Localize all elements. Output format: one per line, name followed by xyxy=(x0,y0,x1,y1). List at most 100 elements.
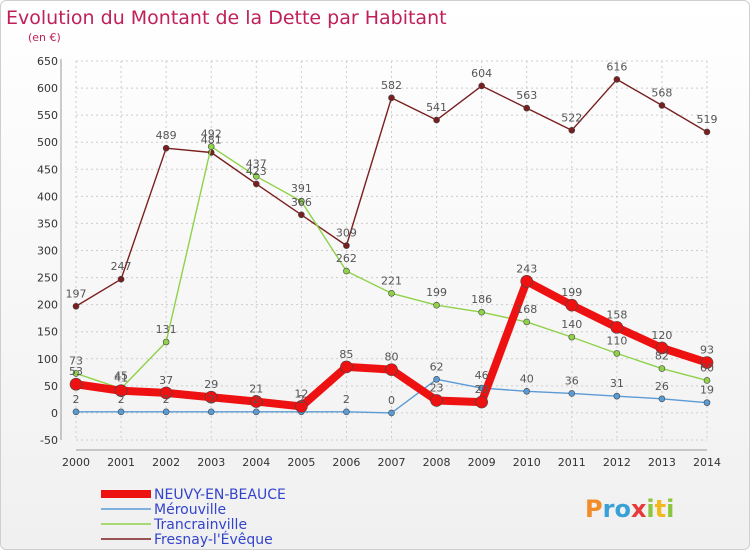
series-point xyxy=(117,275,125,283)
data-label: 93 xyxy=(700,344,714,357)
series-point xyxy=(117,408,125,416)
y-tick-label: 200 xyxy=(37,299,58,312)
data-label: 168 xyxy=(516,303,537,316)
series-point xyxy=(343,242,350,249)
series-point xyxy=(433,376,440,383)
data-label: 541 xyxy=(426,101,447,114)
data-label: 20 xyxy=(475,383,489,396)
data-label: 262 xyxy=(336,252,357,265)
legend-label: Trancrainville xyxy=(153,517,247,533)
data-label: 41 xyxy=(114,372,128,385)
x-tick-label: 2002 xyxy=(152,456,180,469)
data-label: 423 xyxy=(246,165,267,178)
series-point xyxy=(703,399,711,406)
data-label: 37 xyxy=(159,374,173,387)
data-label: 29 xyxy=(204,378,218,391)
series-point xyxy=(658,365,666,372)
y-tick-label: 300 xyxy=(37,245,58,258)
y-tick-label: 50 xyxy=(44,380,58,393)
series-point xyxy=(249,395,263,408)
data-label: 23 xyxy=(430,381,444,394)
data-label: 247 xyxy=(111,260,132,273)
data-label: 604 xyxy=(471,67,492,80)
data-label: 36 xyxy=(565,374,579,387)
series-point xyxy=(207,408,215,416)
series-point xyxy=(343,267,350,275)
data-label: 2 xyxy=(163,393,170,406)
series-point xyxy=(478,308,485,316)
series-point xyxy=(385,363,398,376)
legend-label: NEUVY-EN-BEAUCE xyxy=(154,487,286,503)
data-label: 158 xyxy=(606,308,627,321)
data-label: 120 xyxy=(651,329,672,342)
data-label: 519 xyxy=(697,113,718,126)
data-label: 437 xyxy=(246,157,267,170)
data-label: 110 xyxy=(606,334,627,347)
series-point xyxy=(252,173,260,180)
data-label: 2 xyxy=(253,393,260,406)
proxiti-logo: Proxiti xyxy=(585,495,674,523)
series-point xyxy=(613,392,621,400)
series-point xyxy=(655,341,669,355)
series-point xyxy=(162,408,170,416)
y-tick-label: 100 xyxy=(37,353,58,366)
data-label: 582 xyxy=(381,79,402,92)
y-tick-label: 650 xyxy=(37,55,58,68)
series-point xyxy=(703,128,711,136)
series-point xyxy=(430,394,443,407)
series-point xyxy=(610,321,624,334)
data-label: 12 xyxy=(294,387,308,400)
data-label: 186 xyxy=(471,293,492,306)
y-tick-label: 0 xyxy=(51,407,58,420)
data-label: 2 xyxy=(298,393,305,406)
data-label: 31 xyxy=(610,377,624,390)
y-tick-label: -50 xyxy=(40,434,58,447)
data-label: 199 xyxy=(426,286,447,299)
x-tick-label: 2000 xyxy=(62,456,90,469)
data-label: 45 xyxy=(114,370,128,383)
y-tick-label: 350 xyxy=(37,217,58,230)
x-tick-label: 2009 xyxy=(468,456,496,469)
data-labels: 197 247 489 481 423 366 309 582 541 604 563 522 616 5… xyxy=(66,60,718,407)
series-point xyxy=(162,338,170,346)
series-point xyxy=(520,275,534,288)
grid xyxy=(75,60,708,441)
data-label: 21 xyxy=(249,383,263,396)
series-point xyxy=(204,390,218,404)
data-label: 62 xyxy=(430,360,444,373)
series-point xyxy=(658,395,666,403)
data-label: 0 xyxy=(388,394,395,407)
x-tick-label: 2004 xyxy=(242,456,270,469)
series-point xyxy=(252,408,260,416)
series-point xyxy=(565,298,579,312)
data-label: 199 xyxy=(561,286,582,299)
data-label: 221 xyxy=(381,274,402,287)
series-point xyxy=(478,82,485,90)
data-label: 2 xyxy=(118,393,125,406)
series-point xyxy=(162,144,170,152)
x-tick-label: 2005 xyxy=(287,456,315,469)
x-tick-label: 2001 xyxy=(107,456,135,469)
data-label: 2 xyxy=(73,393,80,406)
series-point xyxy=(72,302,80,310)
series-point xyxy=(207,143,215,150)
data-label: 85 xyxy=(339,348,353,361)
series-point xyxy=(568,127,576,134)
series-point xyxy=(523,318,531,326)
chart-title: Evolution du Montant de la Dette par Hab… xyxy=(6,7,447,29)
x-tick-label: 2003 xyxy=(197,456,225,469)
series-point xyxy=(159,386,173,400)
legend-label: Mérouville xyxy=(154,502,226,518)
data-label: 26 xyxy=(655,380,669,393)
y-tick-label: 500 xyxy=(37,136,58,149)
series-point xyxy=(298,197,305,205)
series-point xyxy=(298,211,305,219)
series-point xyxy=(114,384,128,398)
data-label: 131 xyxy=(156,323,177,336)
data-label: 197 xyxy=(66,287,87,300)
series-point xyxy=(69,377,83,391)
data-label: 60 xyxy=(700,361,714,374)
x-tick-label: 2011 xyxy=(558,456,586,469)
series-point xyxy=(568,333,576,341)
